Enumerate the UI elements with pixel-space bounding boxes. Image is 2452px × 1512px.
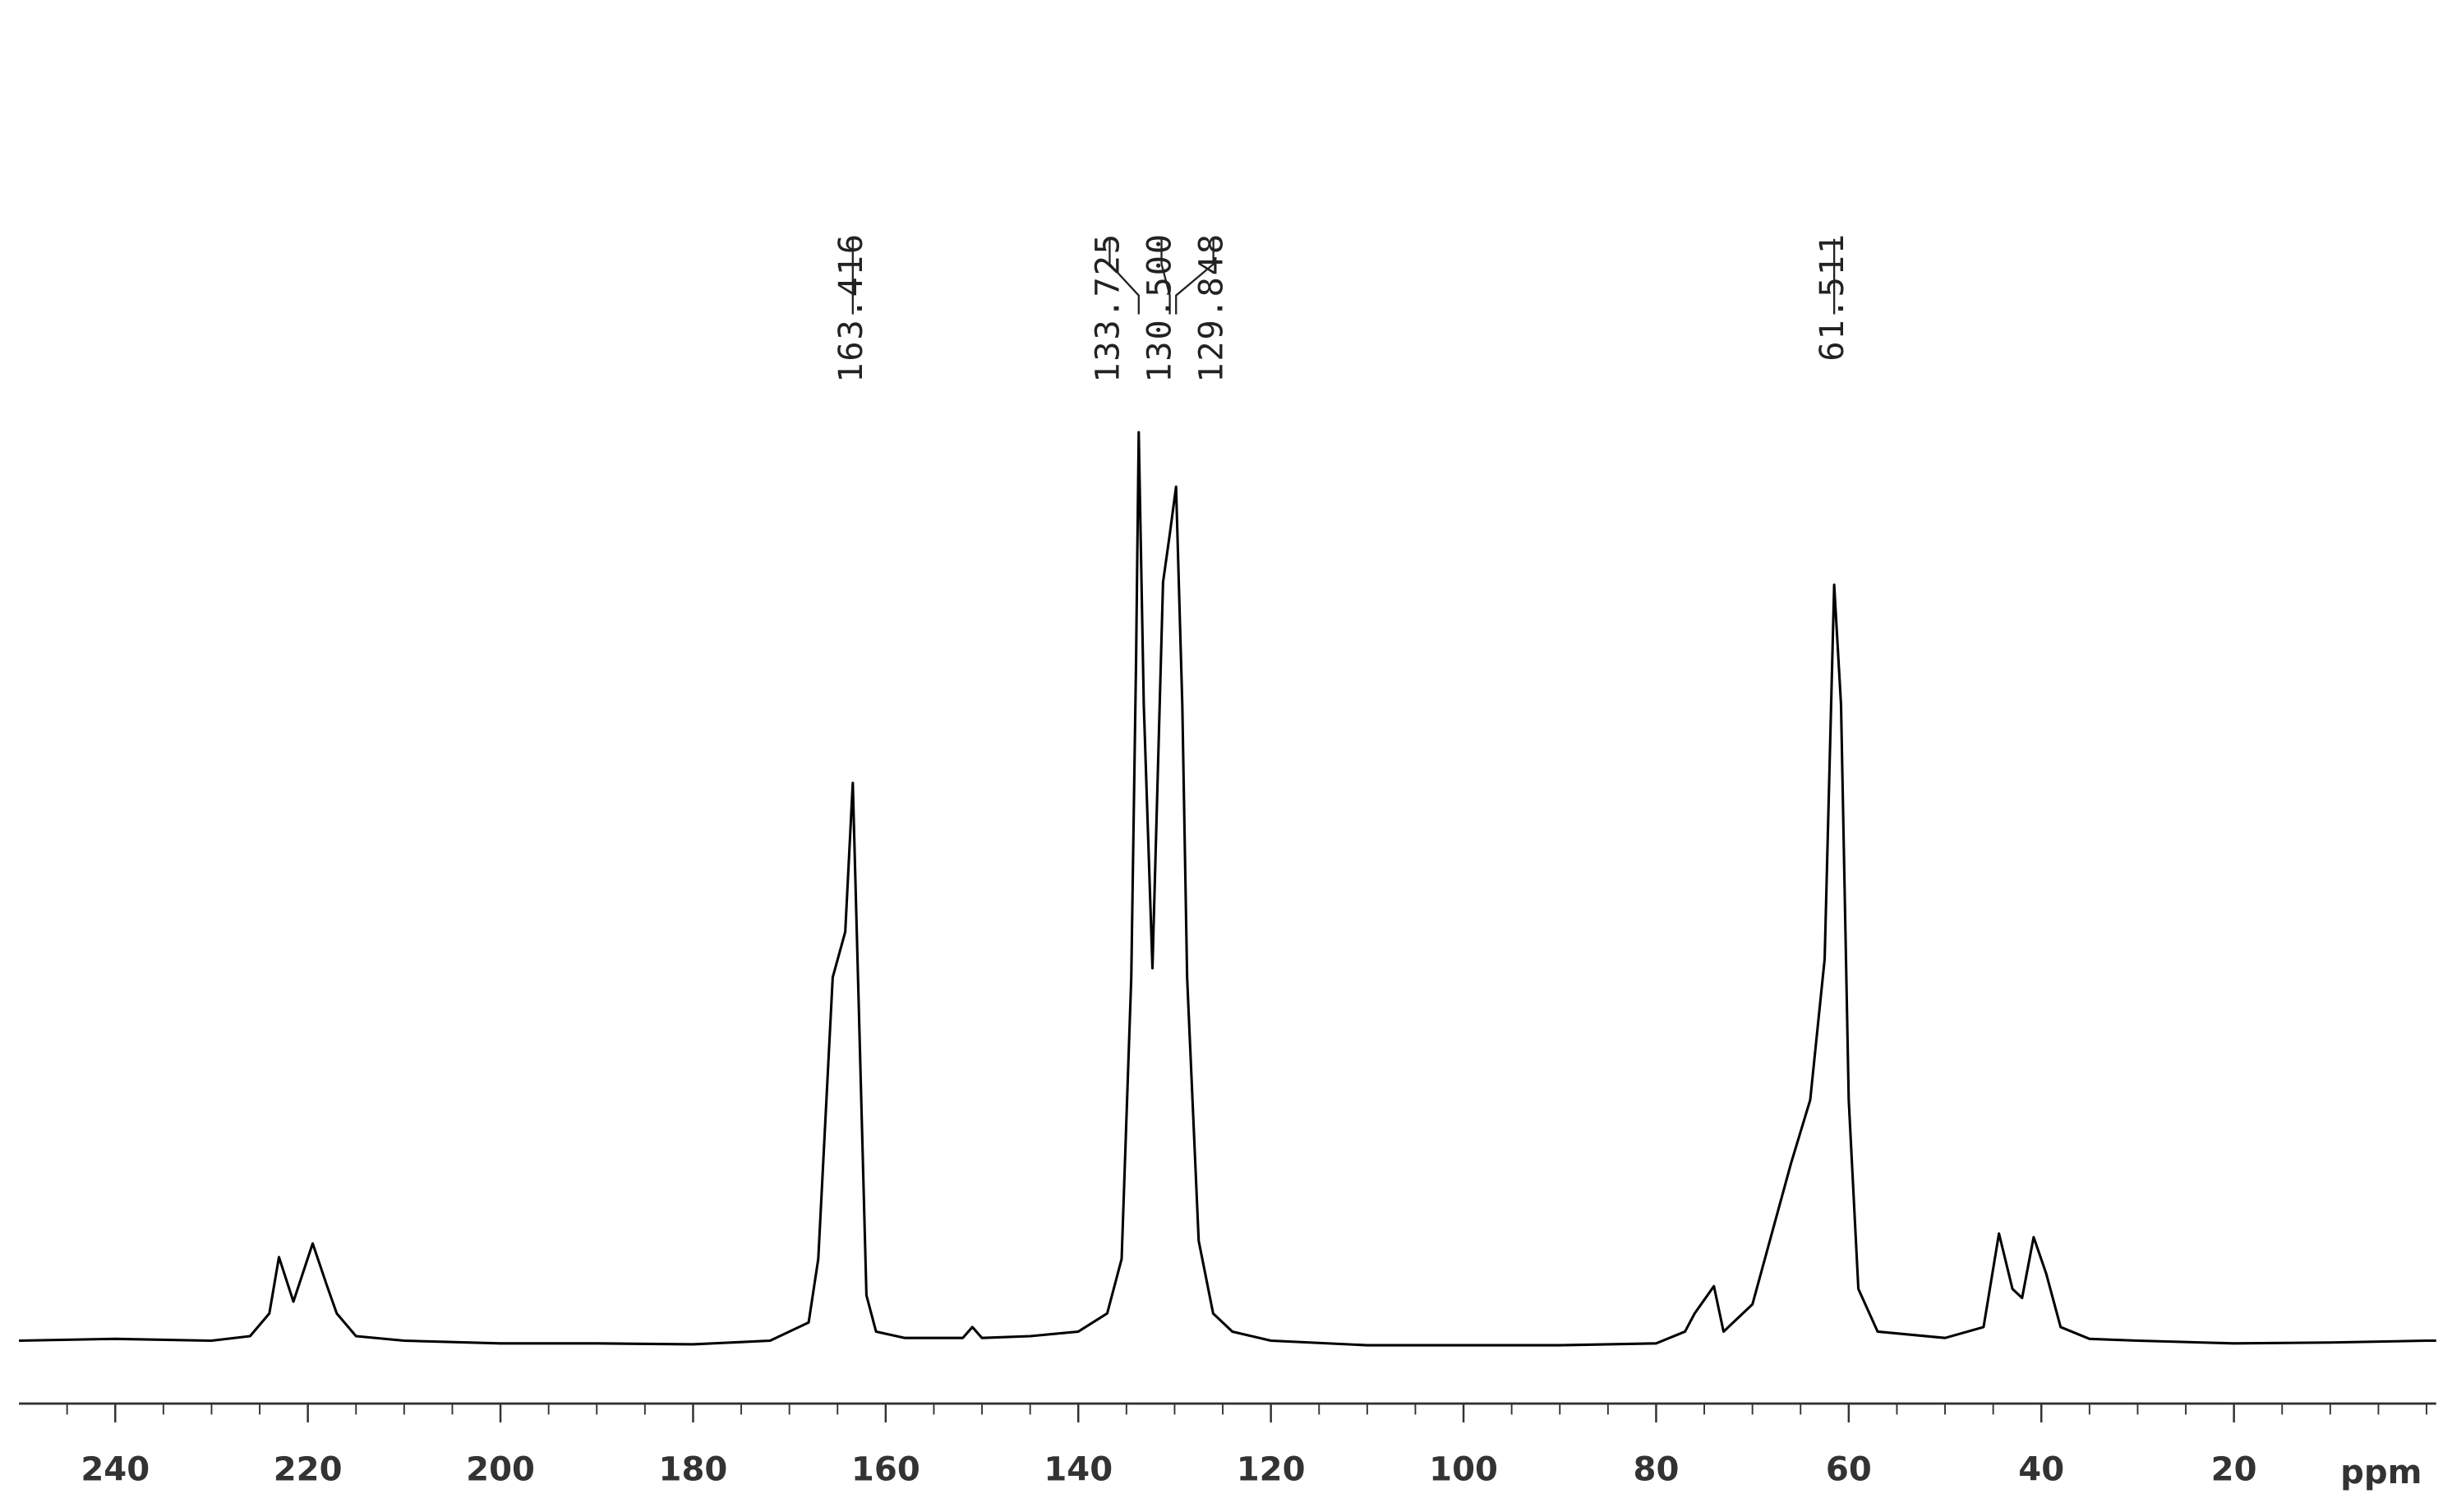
x-tick-label: 140 [1044,1450,1113,1488]
x-tick-label: 160 [851,1450,920,1488]
x-tick-label: 60 [1826,1450,1872,1488]
x-tick-label: 20 [2211,1450,2257,1488]
spectrum-line [19,431,2436,1347]
peak-label: 133.725 [1089,233,1127,383]
peak-leader [1160,238,1171,315]
x-tick-label: 240 [81,1450,150,1488]
peak-label: 163.416 [832,233,870,383]
peak-label: 61.511 [1814,233,1851,362]
x-tick-label: 200 [466,1450,535,1488]
x-tick-label: 100 [1429,1450,1498,1488]
peak-leader [1108,238,1140,315]
x-tick-label: 40 [2018,1450,2064,1488]
peak-leader [1175,238,1214,315]
x-axis-label: ppm [2340,1454,2422,1491]
peak-label: 129.848 [1193,233,1231,383]
x-tick-label: 180 [659,1450,728,1488]
x-tick-label: 80 [1634,1450,1680,1488]
x-tick-label: 120 [1237,1450,1306,1488]
peak-label: 130.500 [1141,233,1179,383]
x-tick-label: 220 [274,1450,343,1488]
